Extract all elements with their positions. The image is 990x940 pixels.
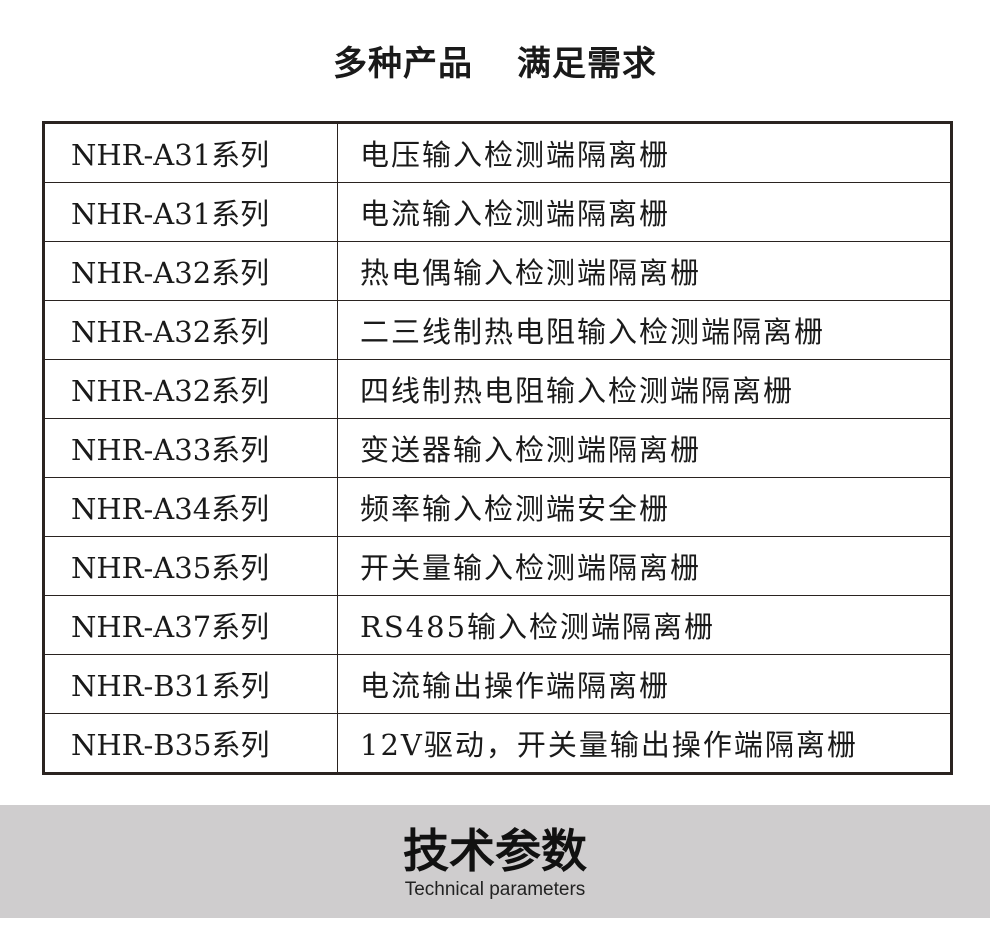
- product-table: NHR-A31系列 电压输入检测端隔离栅 NHR-A31系列 电流输入检测端隔离栅 NH…: [42, 121, 953, 775]
- description-cell: 二三线制热电阻输入检测端隔离栅: [337, 300, 952, 360]
- model-cell: NHR-A32系列: [43, 300, 338, 360]
- model-cell: NHR-A31系列: [43, 122, 338, 183]
- description-cell: 开关量输入检测端隔离栅: [337, 536, 952, 596]
- description-cell: 电压输入检测端隔离栅: [337, 122, 952, 183]
- title-right: 满足需求: [517, 44, 657, 84]
- description-cell: 四线制热电阻输入检测端隔离栅: [337, 359, 952, 419]
- model-cell: NHR-A31系列: [43, 182, 338, 242]
- description-cell: RS485输入检测端隔离栅: [337, 595, 952, 655]
- page-title: 多种产品 满足需求: [0, 36, 990, 85]
- model-cell: NHR-A33系列: [43, 418, 338, 478]
- model-cell: NHR-A32系列: [43, 359, 338, 419]
- table-row: NHR-A35系列 开关量输入检测端隔离栅: [43, 536, 952, 596]
- model-cell: NHR-A35系列: [43, 536, 338, 596]
- table-row: NHR-A37系列 RS485输入检测端隔离栅: [43, 595, 952, 655]
- section-banner: 技术参数 Technical parameters: [0, 805, 990, 918]
- description-cell: 电流输出操作端隔离栅: [337, 654, 952, 714]
- description-cell: 变送器输入检测端隔离栅: [337, 418, 952, 478]
- model-cell: NHR-B31系列: [43, 654, 338, 714]
- table-row: NHR-A32系列 四线制热电阻输入检测端隔离栅: [43, 359, 952, 419]
- description-cell: 电流输入检测端隔离栅: [337, 182, 952, 242]
- table-row: NHR-A32系列 热电偶输入检测端隔离栅: [43, 241, 952, 301]
- description-cell: 热电偶输入检测端隔离栅: [337, 241, 952, 301]
- table-row: NHR-A33系列 变送器输入检测端隔离栅: [43, 418, 952, 478]
- table-row: NHR-A34系列 频率输入检测端安全栅: [43, 477, 952, 537]
- table-row: NHR-A31系列 电流输入检测端隔离栅: [43, 182, 952, 242]
- title-left: 多种产品: [333, 44, 473, 84]
- description-cell: 12V驱动，开关量输出操作端隔离栅: [337, 713, 952, 774]
- table-row: NHR-A32系列 二三线制热电阻输入检测端隔离栅: [43, 300, 952, 360]
- table-row: NHR-A31系列 电压输入检测端隔离栅: [43, 122, 952, 183]
- banner-subtitle: Technical parameters: [404, 879, 586, 900]
- banner-title: 技术参数: [403, 824, 587, 878]
- model-cell: NHR-A34系列: [43, 477, 338, 537]
- table-row: NHR-B31系列 电流输出操作端隔离栅: [43, 654, 952, 714]
- model-cell: NHR-B35系列: [43, 713, 338, 774]
- description-cell: 频率输入检测端安全栅: [337, 477, 952, 537]
- model-cell: NHR-A37系列: [43, 595, 338, 655]
- model-cell: NHR-A32系列: [43, 241, 338, 301]
- table-row: NHR-B35系列 12V驱动，开关量输出操作端隔离栅: [43, 713, 952, 774]
